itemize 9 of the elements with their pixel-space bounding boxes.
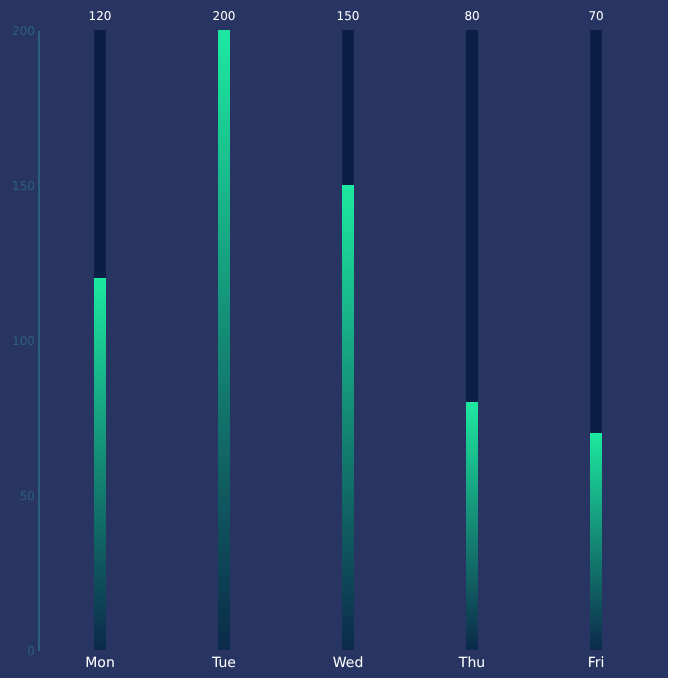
bar xyxy=(94,278,106,650)
bar xyxy=(342,30,354,185)
bar xyxy=(590,30,602,433)
bar xyxy=(94,30,106,278)
bar xyxy=(466,30,478,402)
bar xyxy=(342,185,354,650)
bar xyxy=(218,30,230,650)
bar xyxy=(466,402,478,650)
bar xyxy=(590,433,602,650)
